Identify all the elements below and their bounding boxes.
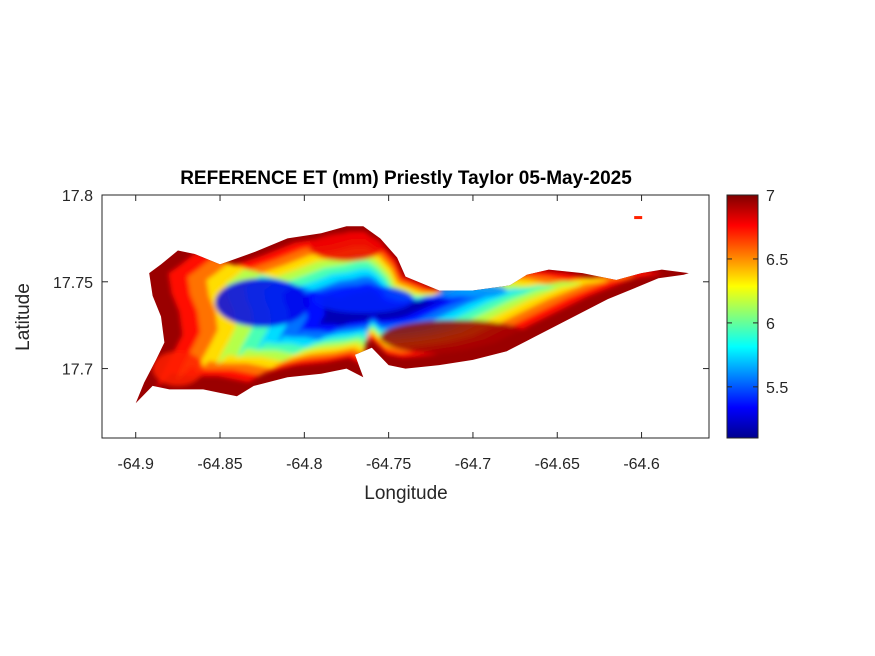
x-tick-label: -64.85 bbox=[197, 456, 242, 473]
region-east-cool bbox=[439, 283, 507, 298]
colorbar-tick-label: 5.5 bbox=[766, 380, 788, 397]
x-axis: -64.9 -64.85 -64.8 -64.75 -64.7 -64.65 -64.6 bbox=[117, 195, 660, 473]
colorbar-tick-label: 6 bbox=[766, 316, 775, 333]
chart-title: REFERENCE ET (mm) Priestly Taylor 05-May… bbox=[180, 168, 632, 189]
region-west-upland-cool bbox=[214, 278, 310, 327]
colorbar-tick-label: 7 bbox=[766, 188, 775, 205]
y-tick-label: 17.7 bbox=[62, 362, 93, 379]
region-south-coast-warm bbox=[380, 319, 532, 355]
plot-area bbox=[135, 216, 689, 404]
y-axis: 17.7 17.75 17.8 bbox=[53, 188, 709, 379]
x-axis-label: Longitude bbox=[364, 483, 447, 504]
region-west-warm bbox=[152, 351, 204, 386]
colorbar-ticks: 5.5 6 6.5 7 bbox=[727, 188, 788, 397]
y-tick-label: 17.8 bbox=[62, 188, 93, 205]
colorbar-tick-label: 6.5 bbox=[766, 252, 788, 269]
x-tick-label: -64.65 bbox=[535, 456, 580, 473]
plot-frame bbox=[101, 194, 710, 439]
x-tick-label: -64.9 bbox=[117, 456, 154, 473]
x-tick-label: -64.75 bbox=[366, 456, 411, 473]
colorbar: 5.5 6 6.5 7 bbox=[726, 188, 788, 439]
x-tick-label: -64.7 bbox=[455, 456, 492, 473]
y-tick-label: 17.75 bbox=[53, 275, 93, 292]
region-north-hills-warm bbox=[309, 233, 384, 261]
x-tick-label: -64.6 bbox=[623, 456, 660, 473]
et-heatmap bbox=[135, 216, 689, 404]
x-tick-label: -64.8 bbox=[286, 456, 323, 473]
region-central-valley-cool bbox=[312, 285, 414, 314]
colorbar-gradient bbox=[726, 194, 759, 439]
y-axis-label: Latitude bbox=[13, 283, 34, 351]
islet-mark bbox=[634, 216, 643, 220]
